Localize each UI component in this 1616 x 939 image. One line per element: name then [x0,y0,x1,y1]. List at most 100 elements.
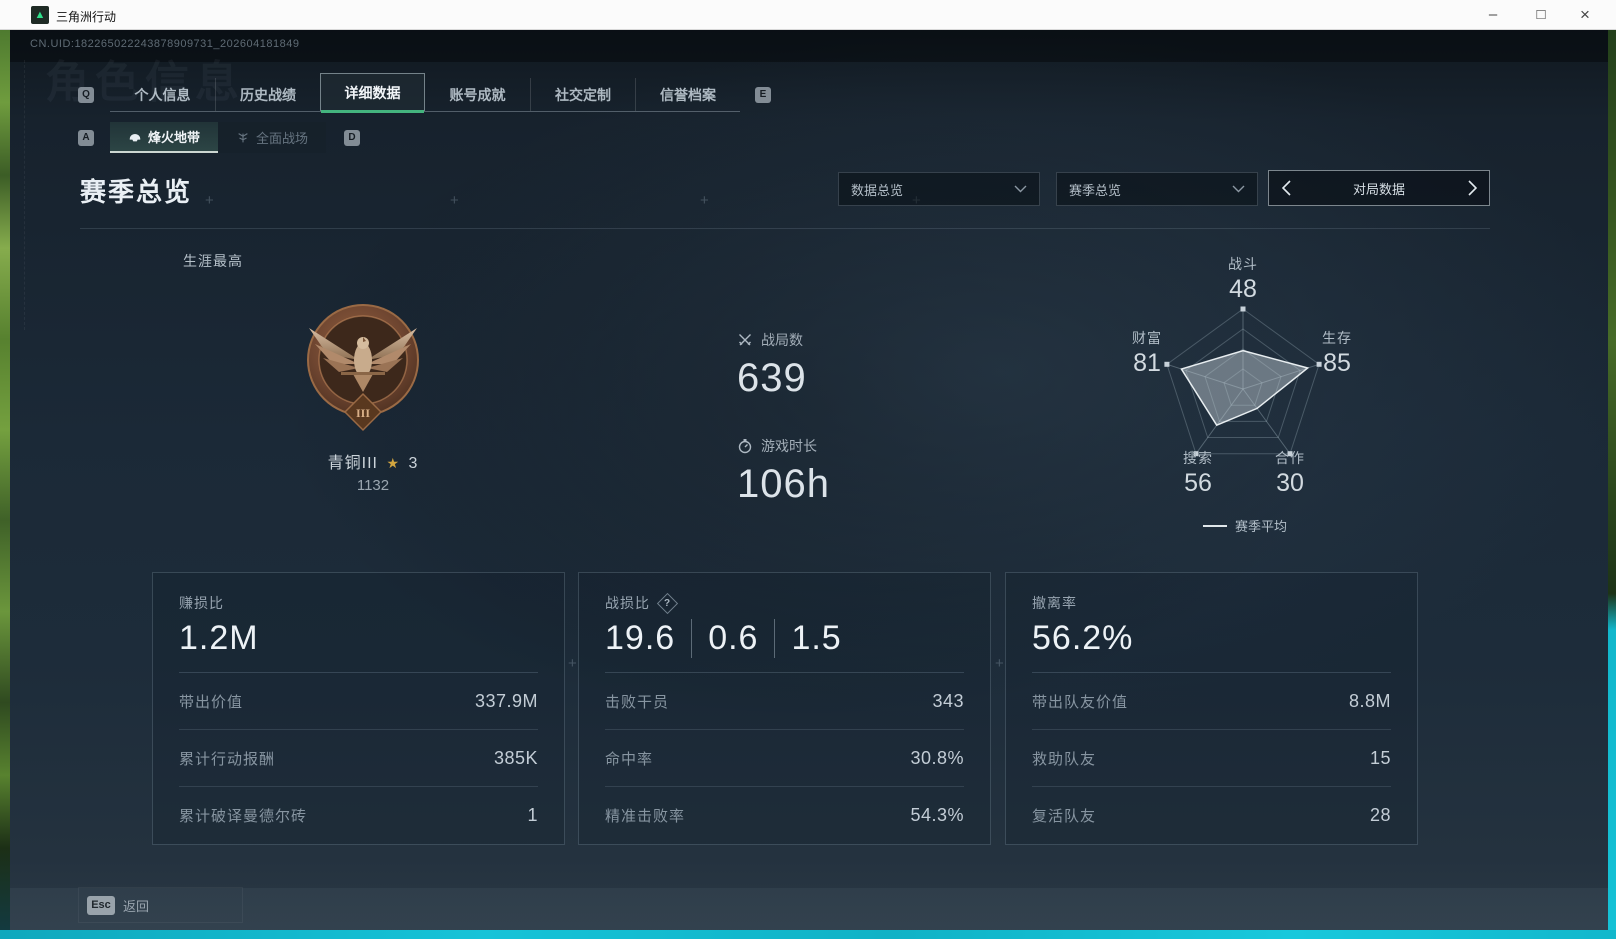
subtab-hazard-zone[interactable]: 烽火地带 [110,122,218,153]
stat-row: 精准击败率 54.3% [605,787,964,844]
decorative-plus: + [700,192,709,209]
pager-label[interactable]: 对局数据 [1352,181,1405,197]
decorative-ticks [24,60,25,330]
decorative-plus: + [995,655,1004,672]
chevron-left-icon[interactable] [1269,171,1303,205]
divider [1032,672,1391,673]
card-big-value: 0.6 [691,619,758,658]
star-icon: ★ [386,455,400,471]
shortcut-q-badge: Q [78,87,94,103]
help-icon[interactable]: ? [656,592,679,614]
dropdown-value: 数据总览 [851,182,904,198]
stat-row: 带出价值 337.9M [179,673,538,730]
tab-history-record[interactable]: 历史战绩 [215,78,320,111]
stat-value: 106h [737,462,830,506]
esc-key-badge: Esc [87,895,115,915]
svg-text:III: III [356,406,370,420]
stat-row-value: 8.8M [1348,690,1391,711]
background-watermark: 角色信息 [45,58,245,107]
legend-line-swatch [1202,524,1227,527]
stat-value: 639 [737,356,807,400]
stat-row: 带出队友价值 8.8M [1032,673,1391,730]
back-button[interactable]: Esc 返回 [78,887,243,923]
card-title: 赚损比 [179,595,224,611]
rank-name-line: 青铜III ★ 3 [243,449,503,473]
tab-detailed-data[interactable]: 详细数据 [320,73,425,113]
tab-account-achievements[interactable]: 账号成就 [449,86,506,103]
shortcut-e-badge: E [755,87,771,103]
decorative-plus: + [450,192,459,209]
tab-social-custom[interactable]: 社交定制 [530,78,635,111]
radar-axis-cooperation: 合作 30 [1275,450,1305,497]
stat-row-label: 带出价值 [179,693,244,711]
chevron-right-icon[interactable] [1455,171,1489,205]
decorative-plus: + [205,192,214,209]
star-count: 3 [408,455,419,472]
wallpaper-right-sliver [1608,30,1616,939]
stat-row-value: 28 [1369,805,1391,825]
dropdown-value: 赛季总览 [1069,182,1122,198]
stat-label: 战局数 [761,332,803,348]
game-window: CN.UID:182265022243878909731_20260418184… [10,30,1608,930]
match-data-pager: 对局数据 [1268,170,1490,206]
stat-row-label: 累计行动报酬 [179,750,276,768]
top-strip: CN.UID:182265022243878909731_20260418184… [10,30,1608,62]
chevron-down-icon [1232,185,1245,193]
stat-label: 游戏时长 [761,438,817,454]
shortcut-d-badge: D [344,130,360,146]
back-label: 返回 [123,898,150,914]
card-big-value: 1.5 [774,619,841,658]
card-big-value: 56.2% [1032,619,1134,657]
radar-axis-combat: 战斗 48 [1228,256,1258,303]
stat-row-label: 复活队友 [1032,808,1097,825]
stat-row-value: 30.8% [910,747,964,768]
battle-count-stat: 战局数 639 [737,330,807,401]
divider [605,672,964,673]
stopwatch-icon [737,438,753,454]
crossed-swords-icon [737,332,753,348]
helmet-icon [128,130,142,144]
card-title: 撤离率 [1032,595,1077,611]
stat-row: 累计破译曼德尔砖 1 [179,787,538,844]
minimize-button[interactable]: – [1488,6,1498,23]
stat-row-label: 精准击败率 [605,808,686,825]
subtab-full-battlefield[interactable]: 全面战场 [218,122,326,153]
app-logo-icon: ▲ [31,6,49,24]
divider [179,672,538,673]
stat-row: 复活队友 28 [1032,787,1391,844]
player-uid: CN.UID:182265022243878909731_20260418184… [30,38,300,50]
stat-row-label: 累计破译曼德尔砖 [179,808,308,825]
stat-row-label: 救助队友 [1032,750,1097,768]
season-overview-dropdown[interactable]: 赛季总览 [1056,172,1258,206]
close-button[interactable]: × [1580,5,1590,24]
shortcut-a-badge: A [78,130,94,146]
profit-loss-card: 赚损比 1.2M 带出价值 337.9M 累计行动报酬 385K 累计破译曼德尔… [152,572,565,845]
window-titlebar: ▲ 三角洲行动 – □ × [0,0,1616,30]
tab-personal-info[interactable]: 个人信息 [134,86,191,103]
career-best-label: 生涯最高 [183,253,243,269]
stat-row-value: 337.9M [474,690,538,711]
stat-row-value: 15 [1369,747,1391,768]
stat-row-value: 54.3% [910,805,964,825]
tab-reputation-file[interactable]: 信誉档案 [635,78,740,111]
header-divider [80,228,1490,229]
radar-legend: 赛季平均 [1202,516,1287,535]
play-time-stat: 游戏时长 106h [737,436,830,507]
stat-row-label: 带出队友价值 [1032,693,1129,711]
wallpaper-bottom-strip [0,930,1616,939]
extraction-rate-card: 撤离率 56.2% 带出队友价值 8.8M 救助队友 15 复活队友 28 [1005,572,1418,845]
wings-icon [236,131,250,145]
radar-axis-search: 搜索 56 [1183,450,1213,497]
stat-row-value: 385K [493,747,538,768]
maximize-button[interactable]: □ [1536,6,1546,23]
data-overview-dropdown[interactable]: 数据总览 [838,172,1040,206]
subtab-label: 烽火地带 [147,130,200,145]
radar-axis-wealth: 财富 81 [1132,330,1162,377]
card-big-value: 19.6 [605,619,676,657]
card-big-value: 1.2M [179,619,259,657]
page-title: 赛季总览 [80,177,193,207]
stat-row-value: 1 [527,805,538,825]
decorative-plus: + [568,655,577,672]
radar-axis-survival: 生存 85 [1322,330,1352,377]
